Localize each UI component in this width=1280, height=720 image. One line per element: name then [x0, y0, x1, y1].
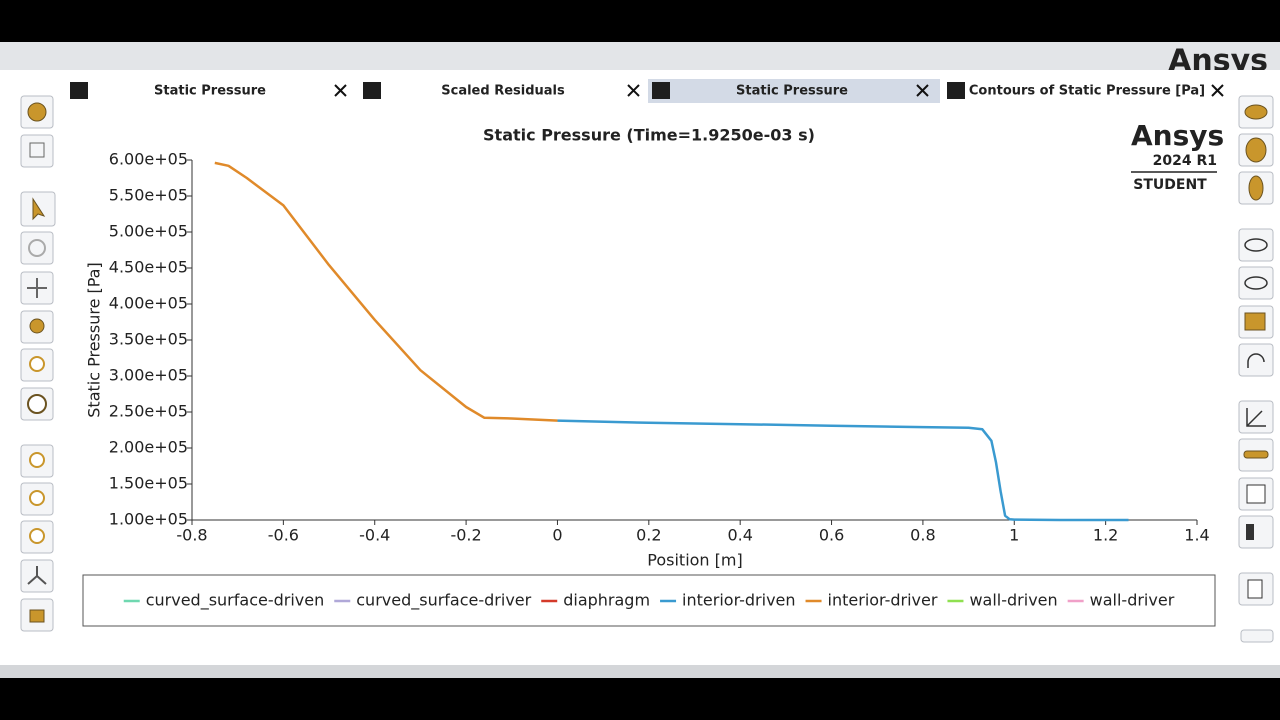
x-tick-label: 0 — [552, 526, 562, 545]
y-tick-label: 2.50e+05 — [109, 402, 188, 421]
y-tick-label: 4.00e+05 — [109, 294, 188, 313]
menu-bar — [0, 42, 1280, 70]
status-bar — [0, 665, 1280, 678]
data-line — [214, 161, 558, 422]
tool-button[interactable] — [20, 134, 54, 168]
left-toolbar — [20, 95, 56, 632]
tab-icon — [363, 82, 381, 99]
y-tick-label: 3.50e+05 — [109, 330, 188, 349]
top-bar — [0, 0, 1280, 42]
tab-title[interactable]: Static Pressure — [154, 84, 266, 99]
tab-bar: Static Pressure Scaled Residuals Static Pr… — [70, 79, 1224, 103]
tab-icon — [70, 82, 88, 99]
x-tick-label: 1.2 — [1093, 526, 1118, 545]
x-tick-label: 1.4 — [1184, 526, 1209, 545]
watermark-version: 2024 R1 — [1153, 153, 1217, 169]
workspace — [0, 70, 1280, 665]
y-tick-label: 2.00e+05 — [109, 438, 188, 457]
x-tick-label: -0.4 — [359, 526, 390, 545]
x-tick-label: 0.2 — [636, 526, 661, 545]
y-tick-label: 5.00e+05 — [109, 222, 188, 241]
tab-close[interactable] — [916, 84, 929, 97]
tool-button[interactable] — [1238, 515, 1274, 549]
x-tick-label: 0.6 — [819, 526, 844, 545]
right-toolbar — [1238, 95, 1274, 643]
tab-icon — [652, 82, 670, 99]
tab-title[interactable]: Scaled Residuals — [441, 84, 565, 99]
legend-label: interior-driven — [682, 591, 795, 610]
tab-icon — [947, 82, 965, 99]
y-tick-label: 1.00e+05 — [109, 510, 188, 529]
y-tick-label: 4.50e+05 — [109, 258, 188, 277]
watermark-edition: STUDENT — [1133, 177, 1207, 193]
legend-label: wall-driver — [1090, 591, 1175, 610]
x-tick-label: 0.8 — [910, 526, 935, 545]
y-tick-label: 1.50e+05 — [109, 474, 188, 493]
legend-label: curved_surface-driven — [146, 591, 325, 611]
chart-title: Static Pressure (Time=1.9250e-03 s) — [483, 126, 815, 145]
tool-button[interactable] — [1238, 228, 1274, 262]
data-line — [557, 419, 1129, 522]
tool-button[interactable] — [1240, 629, 1274, 643]
legend-label: diaphragm — [563, 591, 650, 610]
legend — [82, 574, 1216, 627]
tab-title[interactable]: Contours of Static Pressure [Pa] — [969, 84, 1205, 99]
x-tick-label: -0.8 — [176, 526, 207, 545]
tab-close[interactable] — [334, 84, 347, 97]
x-tick-label: 1 — [1009, 526, 1019, 545]
tab-close[interactable] — [1211, 84, 1224, 97]
y-tick-label: 6.00e+05 — [109, 150, 188, 169]
plot: 1.00e+05 1.50e+05 2.00e+05 2.50e+05 3.00e+05… — [109, 150, 1210, 611]
tab-active-bg — [648, 79, 940, 103]
tab-close[interactable] — [627, 84, 640, 97]
tool-button[interactable] — [1238, 343, 1274, 377]
x-tick-label: -0.6 — [268, 526, 299, 545]
legend-label: curved_surface-driver — [356, 591, 531, 611]
x-tick-label: 0.4 — [727, 526, 752, 545]
tool-button[interactable] — [1238, 266, 1274, 300]
legend-label: wall-driven — [969, 591, 1057, 610]
bottom-bar — [0, 678, 1280, 720]
tab-title[interactable]: Static Pressure — [736, 84, 848, 99]
tool-button[interactable] — [20, 231, 54, 265]
y-axis-label: Static Pressure [Pa] — [85, 262, 104, 417]
y-tick-label: 5.50e+05 — [109, 186, 188, 205]
x-axis-label: Position [m] — [647, 551, 742, 570]
x-tick-label: -0.2 — [450, 526, 481, 545]
watermark-brand: Ansys — [1131, 119, 1224, 152]
y-tick-label: 3.00e+05 — [109, 366, 188, 385]
legend-label: interior-driver — [828, 591, 938, 610]
